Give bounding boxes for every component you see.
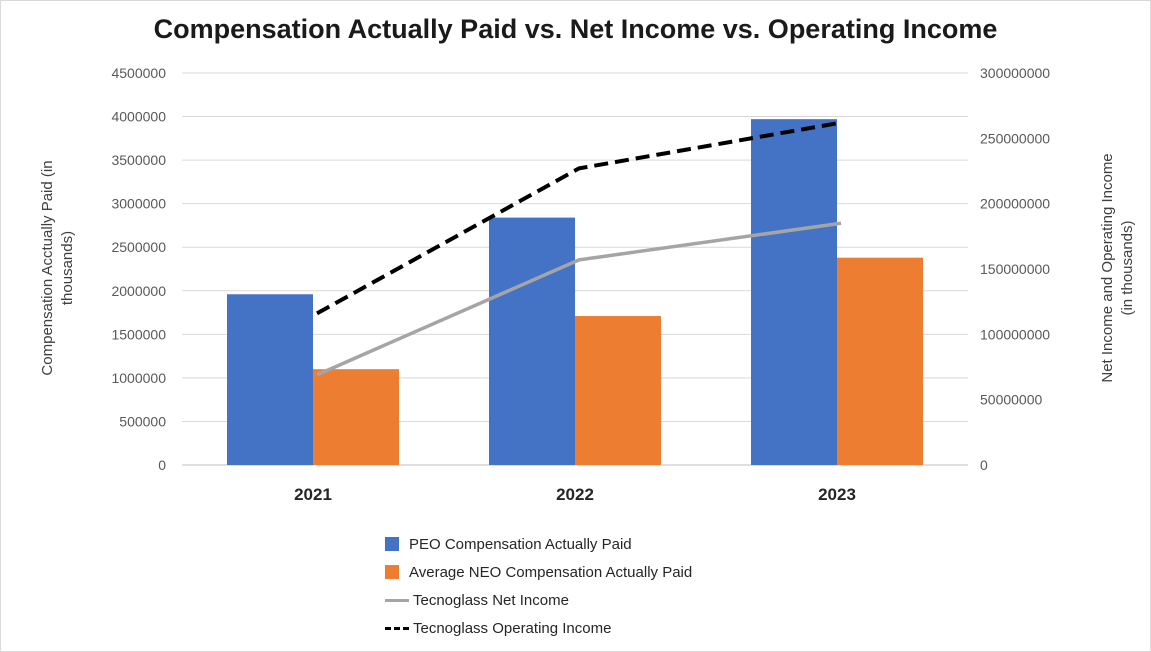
bar — [837, 257, 923, 465]
chart-plot: 0 500000 1000000 1500000 2000000 2500000 30000… — [39, 65, 1136, 504]
y-left-tick-label: 0 — [158, 457, 166, 473]
legend-item: Tecnoglass Operating Income — [385, 614, 692, 642]
y-left-tick-label: 3500000 — [111, 152, 166, 168]
bar — [227, 294, 313, 465]
y-right-tick-label: 200000000 — [980, 196, 1050, 212]
y-right-axis-title-line: Net Income and Operating Income — [1099, 153, 1116, 382]
bar — [575, 316, 661, 465]
legend: PEO Compensation Actually Paid Average NE… — [385, 530, 692, 642]
legend-item: Tecnoglass Net Income — [385, 586, 692, 614]
y-left-tick-label: 4500000 — [111, 65, 166, 81]
legend-item: PEO Compensation Actually Paid — [385, 530, 692, 558]
x-tick-label: 2021 — [294, 485, 332, 504]
bar — [489, 217, 575, 465]
y-right-tick-label: 0 — [980, 457, 988, 473]
y-left-tick-label: 500000 — [119, 413, 166, 429]
y-right-tick-label: 50000000 — [980, 392, 1043, 408]
chart-title: Compensation Actually Paid vs. Net Incom… — [153, 14, 998, 44]
x-tick-label: 2022 — [556, 485, 594, 504]
legend-label: Average NEO Compensation Actually Paid — [409, 563, 693, 581]
legend-swatch — [385, 565, 399, 579]
y-right-tick-label: 300000000 — [980, 65, 1050, 81]
bar-group — [227, 119, 923, 466]
bar — [313, 369, 399, 465]
y-left-tick-label: 1000000 — [111, 370, 166, 386]
axes: 0 500000 1000000 1500000 2000000 2500000 30000… — [39, 65, 1136, 504]
legend-label: Tecnoglass Net Income — [413, 591, 569, 609]
y-left-tick-label: 4000000 — [111, 109, 166, 125]
bar — [751, 119, 837, 466]
legend-swatch — [385, 537, 399, 551]
y-right-axis-title: Net Income and Operating Income (in thous… — [1099, 153, 1136, 382]
legend-swatch — [385, 626, 409, 630]
legend-item: Average NEO Compensation Actually Paid — [385, 558, 692, 586]
x-tick-label: 2023 — [818, 485, 856, 504]
y-right-tick-label: 150000000 — [980, 261, 1050, 277]
y-left-axis-title-line: thousands) — [59, 231, 76, 305]
y-left-tick-label: 2500000 — [111, 239, 166, 255]
y-right-tick-label: 100000000 — [980, 326, 1050, 342]
y-left-axis-title-line: Compensation Acctually Paid (in — [39, 160, 56, 375]
legend-label: Tecnoglass Operating Income — [413, 619, 612, 637]
legend-label: PEO Compensation Actually Paid — [409, 535, 632, 553]
y-left-tick-label: 3000000 — [111, 196, 166, 212]
y-right-axis-title-line: (in thousands) — [1119, 220, 1136, 315]
y-left-axis-title: Compensation Acctually Paid (in thousands… — [39, 160, 76, 375]
y-left-tick-label: 1500000 — [111, 326, 166, 342]
legend-swatch — [385, 598, 409, 602]
y-left-tick-label: 2000000 — [111, 283, 166, 299]
y-right-tick-label: 250000000 — [980, 130, 1050, 146]
line-group — [316, 120, 842, 377]
